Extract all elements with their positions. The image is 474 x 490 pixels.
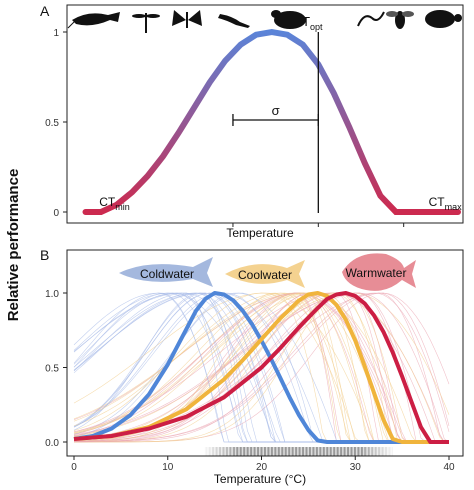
panel-b-y-tick-label: 1.0 (45, 289, 59, 300)
legend-item-coldwater: Coldwater (119, 257, 213, 287)
panel-b-y-tick-label: 0.5 (45, 364, 59, 375)
panel-b-x-tick-label: 40 (443, 462, 455, 473)
background-curve (74, 292, 450, 443)
snake-silhouette-icon (357, 11, 385, 27)
panel-a-label: A (40, 3, 50, 19)
panel-b-y-tick-label: 0.0 (45, 438, 59, 449)
coolwater-fish-icon (225, 260, 305, 288)
coldwater-fish-icon (119, 257, 213, 287)
background-curve (74, 292, 449, 443)
topt-label: Topt (302, 14, 323, 32)
panel-b-rug (204, 447, 393, 456)
panel-b-legend: Coldwater Coolwater Warmwater (119, 253, 416, 291)
panel-a-y-tick-label: 0.5 (45, 118, 59, 129)
legend-item-coolwater: Coolwater (225, 260, 305, 288)
legend-label: Warmwater (346, 266, 407, 280)
panel-b-frame (66, 249, 464, 457)
turtle-silhouette-icon (425, 10, 462, 28)
panel-a-frame (66, 4, 464, 224)
panel-b-x-tick-label: 0 (71, 462, 77, 473)
background-curve (74, 292, 449, 443)
panel-b-x-tick-label: 20 (256, 462, 268, 473)
panel-a-y-tick-label: 0 (53, 208, 59, 219)
panel-b-label: B (40, 247, 49, 263)
panel-a-y-tick-label: 1 (53, 28, 59, 39)
panel-b-x-tick-label: 30 (350, 462, 362, 473)
animal-icons (67, 10, 462, 33)
panel-b-x-tick-label: 10 (162, 462, 174, 473)
butterfly-silhouette-icon (172, 10, 202, 28)
legend-label: Coldwater (140, 267, 194, 281)
sigma-label: σ (272, 103, 280, 118)
panel-b-axes: 0.0 0.5 1.0 0 10 20 30 40 (45, 289, 455, 473)
legend-label: Coolwater (238, 268, 292, 282)
panel-b: B 0.0 0.5 1.0 0 10 20 30 40 Coldwater Coolwater W… (40, 247, 464, 486)
y-axis-label: Relative performance (5, 169, 22, 322)
ctmax-subscript: max (445, 202, 463, 212)
panel-a: A (40, 3, 464, 240)
background-curve (73, 292, 449, 443)
legend-item-warmwater: Warmwater (342, 253, 416, 291)
dragonfly-silhouette-icon (132, 13, 160, 33)
background-curve (73, 292, 449, 443)
catfish-silhouette-icon (67, 12, 120, 29)
panel-a-x-axis-label: Temperature (226, 226, 294, 240)
frog-silhouette-icon (271, 10, 306, 29)
warmwater-fish-icon (342, 253, 416, 291)
topt-subscript: opt (310, 22, 323, 32)
panel-a-performance-curve (82, 28, 461, 215)
series-coldwater-line (73, 291, 449, 444)
panel-b-series (73, 291, 449, 444)
panel-a-axes: 00.51 (45, 28, 405, 227)
background-curve (73, 292, 450, 443)
series-coolwater-line (73, 291, 449, 444)
bee-silhouette-icon (386, 11, 414, 29)
lizard-silhouette-icon (218, 14, 250, 28)
panel-b-x-axis-label: Temperature (°C) (214, 472, 306, 486)
ctmin-subscript: min (115, 202, 130, 212)
series-warmwater-line (73, 291, 449, 444)
